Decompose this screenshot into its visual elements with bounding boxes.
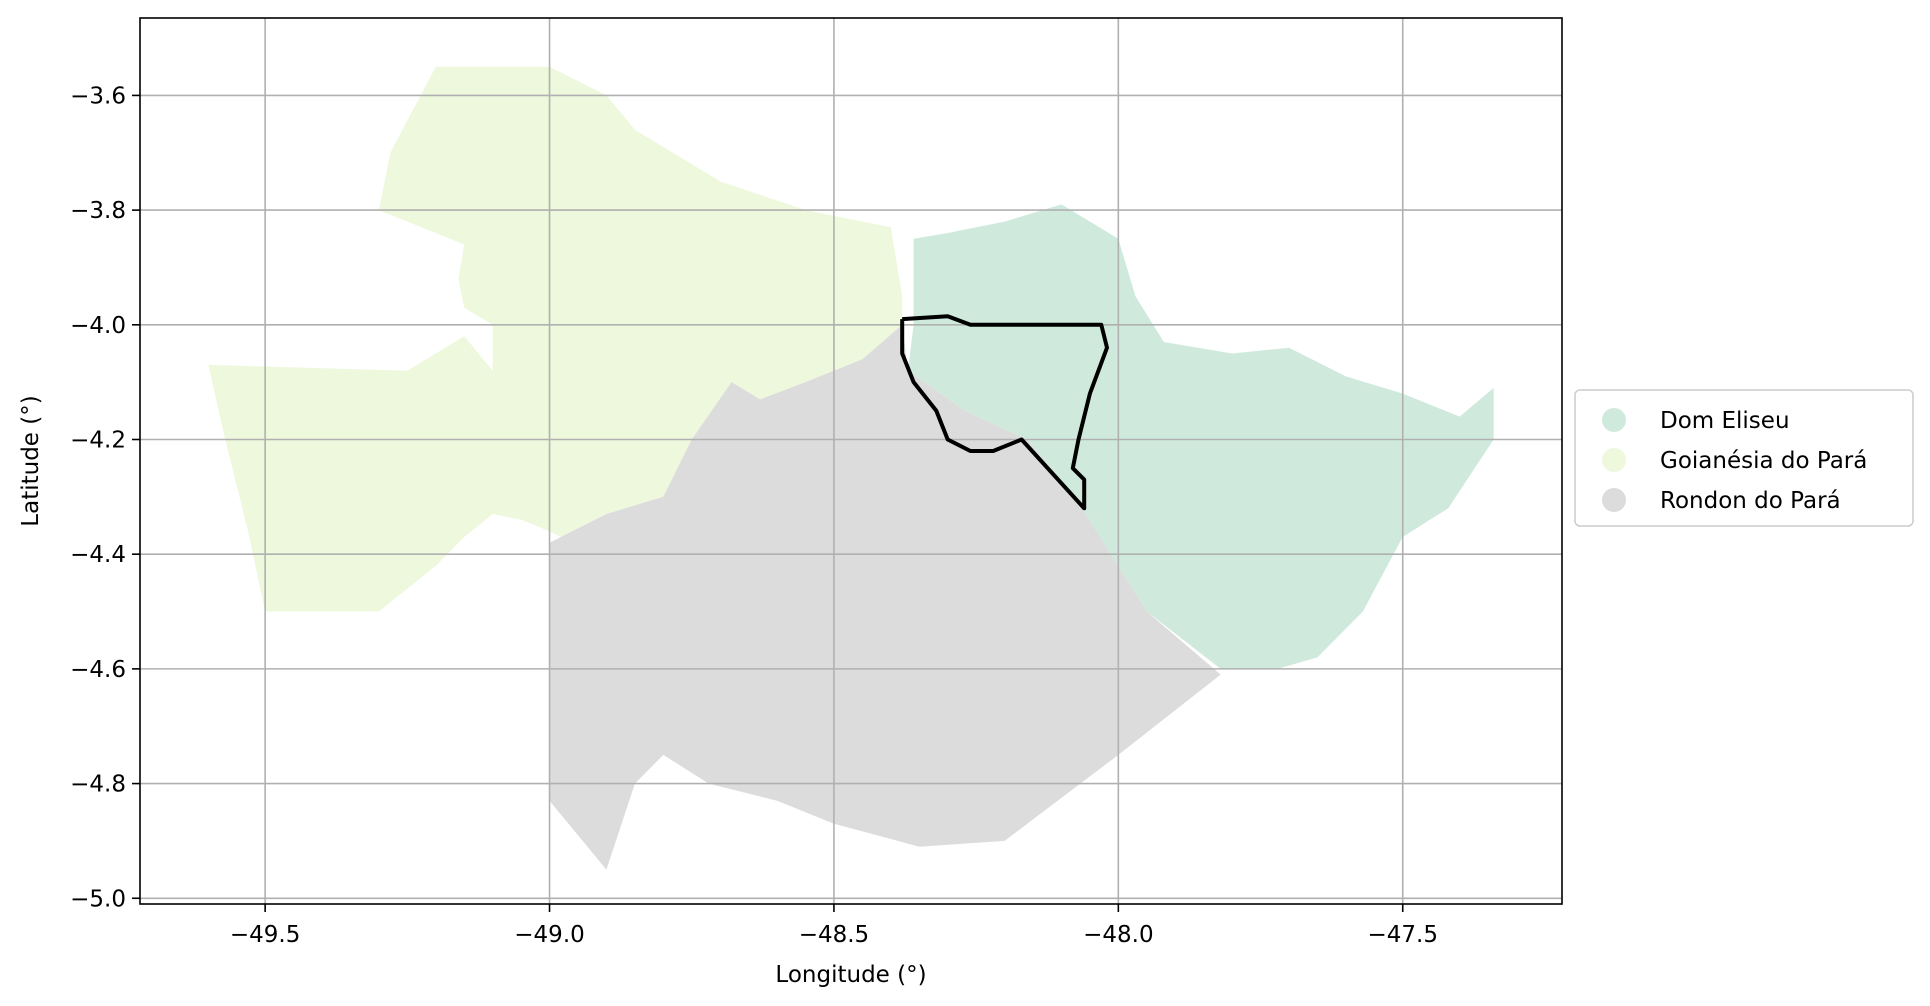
legend-label-dom-eliseu: Dom Eliseu	[1660, 408, 1790, 434]
legend: Dom Eliseu Goianésia do Pará Rondon do P…	[1574, 389, 1914, 527]
region-rondon-do-para	[549, 324, 1221, 870]
legend-marker-rondon-do-para	[1602, 488, 1626, 512]
x-tick-label: −49.5	[230, 922, 300, 948]
region-dom-eliseu	[907, 204, 1494, 669]
plot-area	[139, 17, 1563, 905]
regions-layer	[208, 66, 1494, 870]
axes-frame	[139, 17, 1563, 905]
x-tick-label: −47.5	[1367, 922, 1437, 948]
legend-label-rondon-do-para: Rondon do Pará	[1660, 488, 1841, 514]
y-axis-ticks: −3.6 −3.8 −4.0 −4.2 −4.4 −4.6 −4.8 −5.0	[70, 83, 140, 912]
region-goianesia-do-para	[208, 66, 903, 612]
grid-layer	[140, 18, 1562, 904]
legend-item-rondon-do-para: Rondon do Pará	[1602, 488, 1841, 514]
y-tick-label: −5.0	[70, 886, 126, 912]
highlight-outline-layer	[900, 314, 1109, 511]
x-tick-label: −48.5	[799, 922, 869, 948]
y-axis-label: Latitude (°)	[18, 395, 44, 526]
y-tick-label: −4.0	[70, 313, 126, 339]
legend-item-dom-eliseu: Dom Eliseu	[1602, 408, 1790, 434]
y-tick-label: −4.8	[70, 772, 126, 798]
y-tick-label: −4.6	[70, 657, 126, 683]
y-tick-label: −4.4	[70, 542, 126, 568]
legend-marker-dom-eliseu	[1602, 408, 1626, 432]
x-tick-label: −48.0	[1083, 922, 1153, 948]
legend-item-goianesia-do-para: Goianésia do Pará	[1602, 448, 1867, 474]
y-tick-label: −3.8	[70, 198, 126, 224]
y-tick-label: −3.6	[70, 83, 126, 109]
y-tick-label: −4.2	[70, 427, 126, 453]
legend-box	[1574, 389, 1914, 527]
legend-label-goianesia-do-para: Goianésia do Pará	[1660, 448, 1867, 474]
x-axis-ticks: −49.5 −49.0 −48.5 −48.0 −47.5	[230, 904, 1438, 948]
x-axis-label: Longitude (°)	[775, 962, 926, 988]
legend-marker-goianesia-do-para	[1602, 448, 1626, 472]
highlight-outline	[900, 314, 1109, 511]
x-tick-label: −49.0	[514, 922, 584, 948]
